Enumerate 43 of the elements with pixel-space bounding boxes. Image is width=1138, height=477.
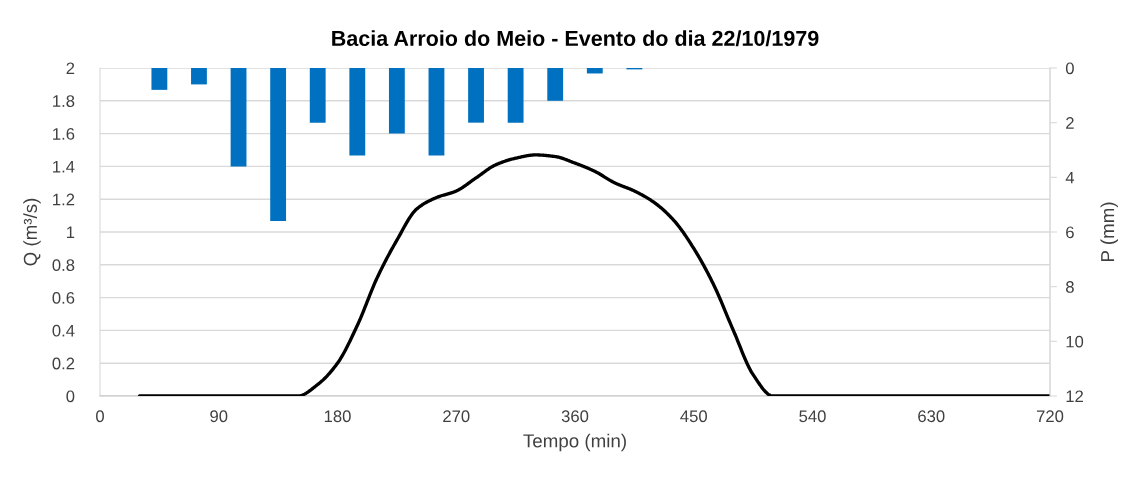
bar xyxy=(349,68,366,156)
y-tick-label: 1.4 xyxy=(53,160,75,173)
bar xyxy=(468,68,484,123)
bar xyxy=(191,68,207,85)
y-tick-label: 1 xyxy=(67,226,75,239)
y-tick-label: 1.2 xyxy=(53,193,75,206)
x-tick-label: 360 xyxy=(561,410,589,423)
chart-title: Bacia Arroio do Meio - Evento do dia 22/10/1979 xyxy=(332,30,819,47)
y-tick-label: 1.6 xyxy=(53,128,75,140)
x-tick-label: 450 xyxy=(680,410,707,423)
y-tick-label: 0.2 xyxy=(52,357,75,370)
x-axis-title: Tempo (min) xyxy=(523,433,626,452)
bar xyxy=(547,68,564,101)
y-tick-label: 0 xyxy=(66,390,75,403)
bar xyxy=(151,68,168,90)
y2-tick-label: 4 xyxy=(1065,171,1075,184)
bar xyxy=(309,68,326,123)
x-tick-label: 180 xyxy=(324,410,351,423)
bar xyxy=(388,68,405,134)
y2-axis-title: P (mm) xyxy=(1100,202,1118,262)
x-tick-label: 540 xyxy=(799,410,826,423)
bar xyxy=(230,68,247,167)
y-tick-label: 1.8 xyxy=(53,95,75,107)
y-tick-label: 0.8 xyxy=(52,259,75,271)
x-tick-label: 720 xyxy=(1036,410,1064,423)
y-tick-label: 0.4 xyxy=(52,324,75,337)
y-axis-title: Q (m³/s) xyxy=(23,198,41,266)
y2-tick-label: 2 xyxy=(1066,117,1074,129)
bar xyxy=(507,68,524,123)
y-tick-label: 2 xyxy=(66,62,75,75)
x-tick-label: 630 xyxy=(918,410,945,423)
x-tick-label: 90 xyxy=(210,410,228,423)
x-tick-label: 270 xyxy=(443,410,470,423)
bar xyxy=(270,68,287,222)
y2-tick-label: 10 xyxy=(1066,335,1084,348)
y2-tick-label: 0 xyxy=(1065,62,1074,75)
y2-tick-label: 12 xyxy=(1066,390,1083,403)
y2-tick-label: 8 xyxy=(1066,281,1074,293)
x-tick-label: 0 xyxy=(96,410,104,423)
bar xyxy=(428,68,445,156)
y-tick-label: 0.6 xyxy=(52,292,75,304)
bar xyxy=(586,68,603,74)
y2-tick-label: 6 xyxy=(1066,226,1074,239)
